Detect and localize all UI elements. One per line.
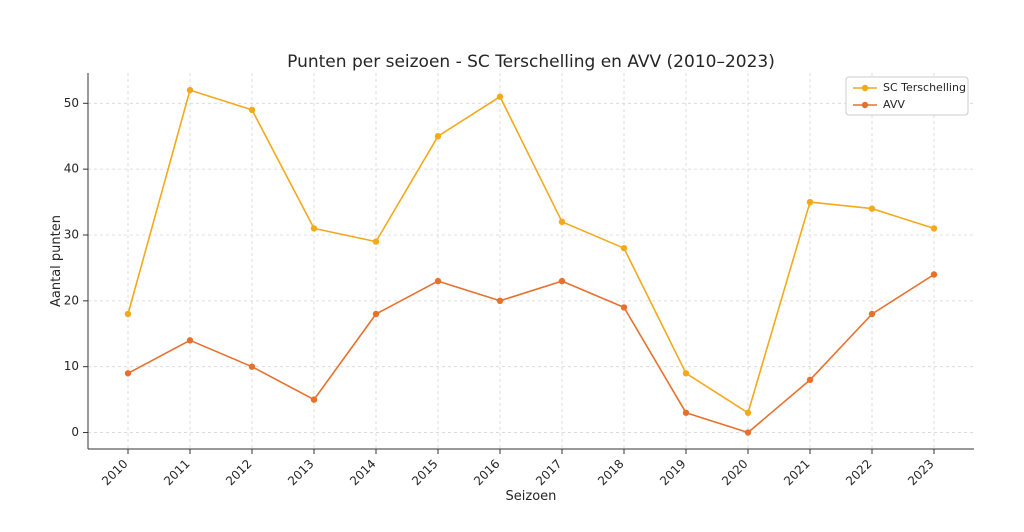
x-tick-label: 2022	[843, 457, 874, 488]
x-tick-label: 2011	[161, 457, 192, 488]
series	[124, 86, 938, 436]
legend: SC Terschelling AVV	[845, 76, 969, 116]
data-point-sc-terschelling	[248, 106, 256, 114]
data-point-avv	[310, 396, 318, 403]
data-point-avv	[558, 277, 566, 285]
legend-label-sc-terschelling: SC Terschelling	[883, 81, 966, 94]
x-tick-label: 2015	[409, 457, 440, 488]
y-tick-label: 30	[64, 227, 79, 241]
data-point-avv	[434, 277, 442, 285]
data-point-sc-terschelling	[558, 218, 566, 226]
data-point-sc-terschelling	[434, 133, 442, 140]
legend-label-avv: AVV	[883, 98, 905, 111]
x-tick-label: 2020	[719, 457, 750, 488]
x-tick-label: 2017	[533, 457, 564, 488]
data-point-sc-terschelling	[682, 370, 690, 377]
y-tick-label: 10	[64, 359, 79, 373]
data-point-avv	[124, 370, 132, 377]
data-point-sc-terschelling	[806, 198, 814, 206]
data-point-avv	[806, 376, 814, 384]
data-point-avv	[682, 409, 690, 416]
x-tick-label: 2010	[99, 457, 130, 488]
data-point-avv	[496, 297, 504, 305]
data-point-avv	[620, 304, 628, 311]
y-tick-label: 50	[64, 96, 79, 110]
grid	[88, 73, 974, 449]
data-point-avv	[248, 363, 256, 370]
legend-marker-avv	[861, 101, 869, 109]
x-tick-label: 2021	[781, 457, 812, 488]
y-axis-label: Aantal punten	[49, 215, 64, 307]
y-tick-label: 40	[64, 162, 79, 176]
data-point-avv	[868, 310, 876, 318]
x-tick-label: 2023	[905, 457, 936, 488]
data-point-sc-terschelling	[372, 238, 380, 245]
y-tick-label: 0	[71, 425, 79, 439]
data-point-sc-terschelling	[496, 93, 504, 100]
x-tick-label: 2019	[657, 457, 688, 488]
x-tick-label: 2018	[595, 457, 626, 488]
data-point-avv	[372, 310, 380, 318]
x-tick-label: 2012	[223, 457, 254, 488]
data-point-sc-terschelling	[186, 86, 194, 94]
y-tick-label: 20	[64, 293, 79, 307]
data-point-avv	[744, 429, 752, 436]
x-tick-label: 2016	[471, 457, 502, 488]
legend-marker-sc-terschelling	[861, 84, 869, 92]
data-point-sc-terschelling	[744, 409, 752, 416]
data-point-avv	[186, 337, 194, 344]
series-line-avv	[127, 273, 935, 434]
x-axis-label: Seizoen	[506, 489, 557, 504]
data-point-sc-terschelling	[620, 244, 628, 252]
data-point-sc-terschelling	[310, 225, 318, 232]
x-tick-label: 2013	[285, 457, 316, 488]
x-tick-label: 2014	[347, 457, 378, 488]
data-point-avv	[930, 271, 938, 278]
chart-title: Punten per seizoen - SC Terschelling en …	[287, 52, 775, 72]
series-line-sc-terschelling	[127, 89, 935, 414]
data-point-sc-terschelling	[124, 310, 132, 318]
data-point-sc-terschelling	[930, 225, 938, 232]
data-point-sc-terschelling	[868, 205, 876, 212]
